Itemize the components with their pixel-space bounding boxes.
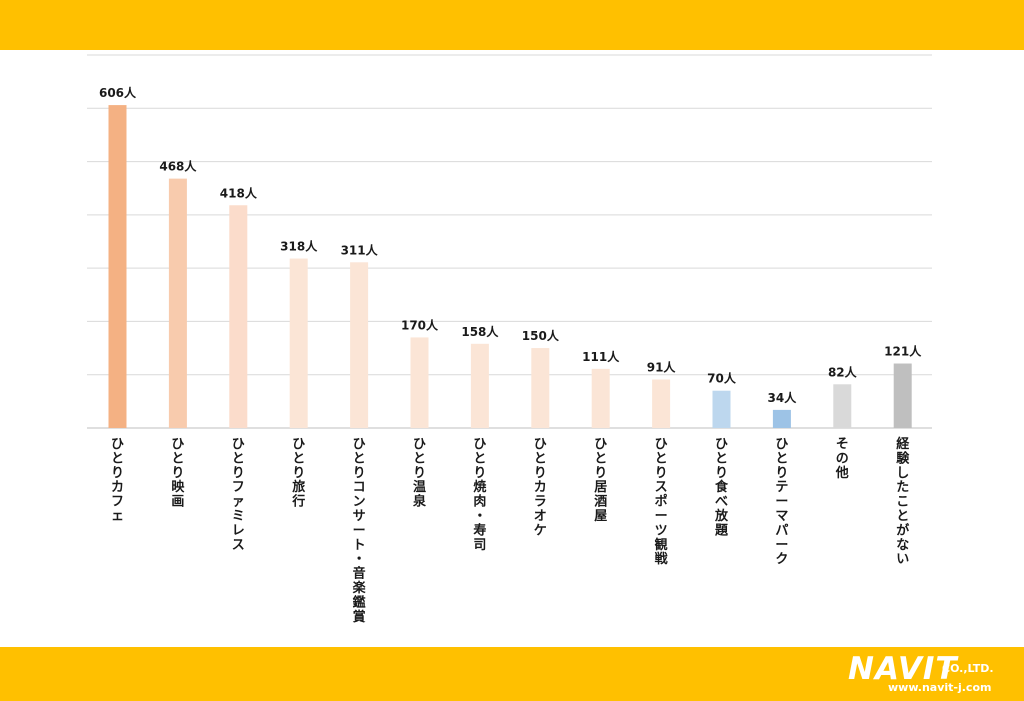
category-label: ひとり旅行 [291, 437, 305, 510]
bar-value-label: 158人 [461, 324, 499, 339]
category-label: ひとり食べ放題 [714, 437, 729, 538]
bar-value-label: 82人 [828, 364, 858, 379]
bar-value-label: 606人 [99, 85, 137, 100]
bar [289, 258, 308, 428]
category-labels: ひとりカフェ ひとり映画 ひとりファミレス ひとり旅行 ひとりコンサート・音楽鑑賞 ひとり… [111, 436, 910, 625]
bar [772, 409, 791, 428]
bar-value-label: 418人 [220, 185, 258, 200]
bar [410, 337, 429, 428]
bar-value-label: 70人 [707, 371, 737, 386]
category-label: ひとりテーマパーク [775, 437, 788, 567]
category-label: ひとり居酒屋 [594, 437, 607, 524]
bar-value-label: 318人 [280, 239, 318, 254]
bar-value-label: 150人 [522, 328, 560, 343]
bar-value-label: 170人 [401, 317, 439, 332]
bar [168, 178, 187, 428]
value-labels: 606人 468人 418人 318人 311人 170人 158人 150人 111人 91人 7… [99, 85, 922, 405]
logo-url: www.navit-j.com [888, 681, 992, 694]
bar [591, 368, 610, 428]
bar [229, 205, 248, 428]
bar-value-label: 34人 [768, 390, 798, 405]
category-label: ひとりカラオケ [534, 437, 547, 538]
bar [833, 384, 852, 428]
bar [470, 343, 489, 428]
category-label: ひとりファミレス [232, 437, 245, 553]
bar-value-label: 111人 [582, 349, 620, 364]
bar-value-label: 468人 [159, 159, 197, 174]
bar [652, 379, 671, 428]
bar-value-label: 121人 [884, 344, 922, 359]
bar [108, 105, 127, 429]
bar-value-label: 91人 [647, 360, 677, 375]
category-label: ひとり温泉 [413, 437, 427, 510]
category-label: ひとりコンサート・音楽鑑賞 [352, 437, 367, 625]
company-logo: NAVIT CO.,LTD. www.navit-j.com [848, 652, 1020, 698]
bars [108, 105, 912, 429]
category-label: ひとり映画 [171, 437, 185, 510]
bar-value-label: 311人 [341, 242, 379, 257]
logo-wordmark: NAVIT [848, 651, 958, 687]
grid-lines [87, 54, 932, 429]
bottom-banner [0, 647, 1024, 701]
category-label: ひとりカフェ [111, 437, 124, 524]
category-label: ひとりスポーツ観戦 [654, 437, 669, 567]
bar [531, 348, 550, 428]
bar [893, 363, 912, 428]
category-label: その他 [835, 437, 849, 481]
logo-company-suffix: CO.,LTD. [942, 662, 994, 675]
top-banner [0, 0, 1024, 50]
category-label: ひとり焼肉・寿司 [473, 437, 486, 553]
bar [712, 390, 731, 428]
bar [350, 262, 369, 428]
category-label: 経験したことがない [896, 436, 910, 567]
